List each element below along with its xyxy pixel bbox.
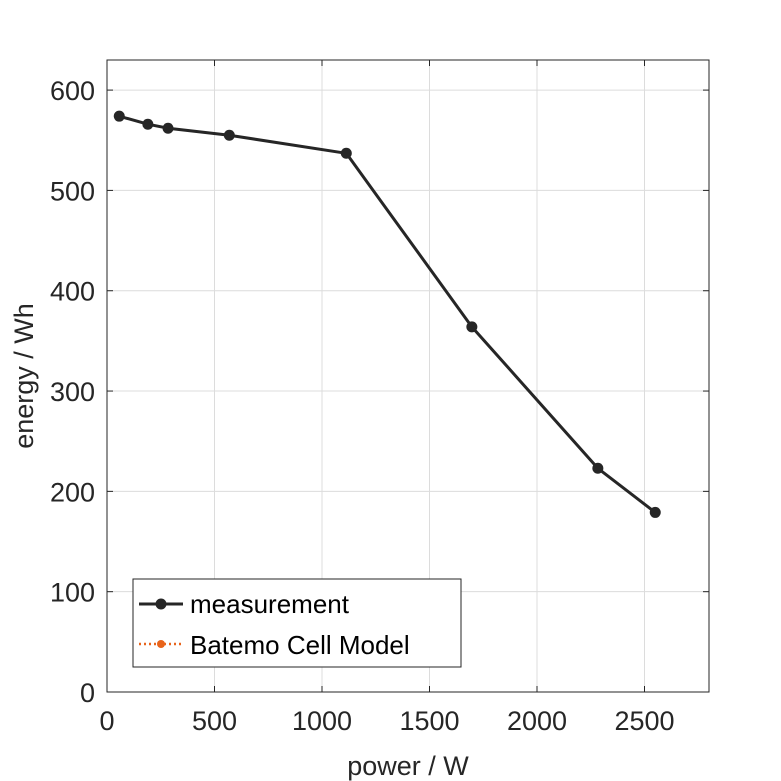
- x-tick-label: 2000: [507, 706, 567, 736]
- legend-box: [132, 578, 462, 668]
- data-point-measurement: [113, 110, 125, 122]
- y-axis-label: energy / Wh: [9, 303, 39, 449]
- x-tick-label: 500: [192, 706, 237, 736]
- legend-marker-batemo-cell-model: [157, 640, 165, 648]
- data-point-measurement: [592, 462, 604, 474]
- y-tick-label: 100: [50, 578, 95, 608]
- y-tick-label: 200: [50, 477, 95, 507]
- data-point-measurement: [466, 321, 478, 333]
- legend-marker-measurement: [155, 598, 167, 610]
- y-tick-label: 600: [50, 76, 95, 106]
- legend: measurement Batemo Cell Model: [132, 578, 462, 668]
- x-tick-label: 2500: [614, 706, 674, 736]
- x-tick-label: 1500: [399, 706, 459, 736]
- x-axis-label: power / W: [347, 751, 469, 781]
- series-layer: [113, 110, 661, 518]
- axis-ticks: [106, 60, 709, 693]
- legend-label-measurement: measurement: [190, 589, 350, 619]
- y-tick-label: 400: [50, 277, 95, 307]
- axis-tick-labels: 0 500 1000 1500 2000 2500 0 100 200 300 400 500 600: [50, 76, 675, 736]
- data-point-measurement: [142, 118, 154, 130]
- data-point-measurement: [340, 147, 352, 159]
- y-tick-label: 300: [50, 377, 95, 407]
- x-tick-label: 0: [99, 706, 114, 736]
- data-point-measurement: [223, 129, 235, 141]
- plot-frame: [106, 59, 710, 693]
- data-point-measurement: [649, 506, 661, 518]
- data-point-measurement: [162, 122, 174, 134]
- y-tick-label: 500: [50, 176, 95, 206]
- legend-label-batemo-cell-model: Batemo Cell Model: [190, 630, 410, 660]
- y-tick-label: 0: [80, 678, 95, 708]
- x-tick-label: 1000: [292, 706, 352, 736]
